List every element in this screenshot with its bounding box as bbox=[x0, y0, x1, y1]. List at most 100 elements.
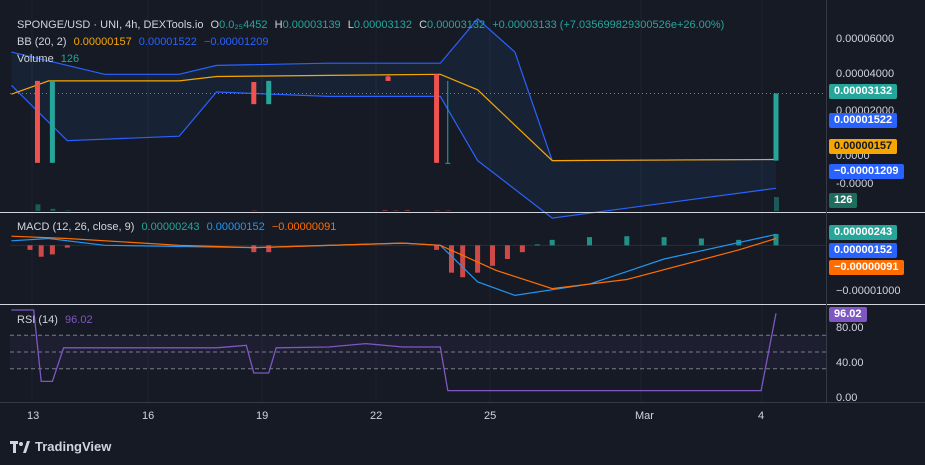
volume-bar bbox=[251, 210, 257, 211]
time-tick-16: 16 bbox=[142, 410, 155, 422]
macd-histogram-bar bbox=[698, 238, 704, 246]
volume-bars bbox=[35, 197, 779, 211]
candle-body bbox=[445, 162, 451, 164]
bb-basis-value: 0.00000157 bbox=[73, 36, 132, 48]
close-price-badge: 0.00003132 bbox=[829, 84, 898, 99]
grid bbox=[31, 0, 763, 402]
volume-bar bbox=[434, 210, 440, 211]
signal-line bbox=[11, 235, 777, 290]
macd-histogram-bar bbox=[519, 245, 525, 253]
bb-basis-line bbox=[11, 73, 777, 162]
candle-body bbox=[773, 93, 779, 161]
rsi-value: 96.02 bbox=[65, 314, 93, 326]
symbol-legend: SPONGE/USD · UNI, 4h, DEXTools.io O0.0₂₅… bbox=[17, 18, 728, 32]
pane-frame bbox=[0, 0, 925, 403]
bollinger-bands bbox=[10, 18, 826, 219]
macd-value: 0.00000243 bbox=[141, 221, 200, 233]
time-tick-25: 25 bbox=[484, 410, 497, 422]
macd-histogram-bar bbox=[534, 244, 540, 246]
macd-histogram-bar bbox=[38, 245, 44, 257]
volume-legend[interactable]: Volume 126 bbox=[17, 52, 83, 66]
ohlc-low: L0.00003132 bbox=[348, 19, 412, 31]
rsi-badge: 96.02 bbox=[829, 307, 867, 322]
volume-bar bbox=[393, 210, 399, 211]
macd-histogram-bar bbox=[251, 245, 257, 253]
macd-histogram-bar bbox=[624, 236, 630, 246]
macd-histogram-bar bbox=[27, 245, 33, 250]
bb-legend[interactable]: BB (20, 2) 0.00000157 0.00001522 −0.0000… bbox=[17, 35, 273, 49]
time-tick-mar: Mar bbox=[635, 410, 654, 422]
macd-badge: 0.00000243 bbox=[829, 225, 898, 240]
ohlc-open: O0.0₂₅4452 bbox=[211, 19, 268, 31]
bb-upper-badge: 0.00001522 bbox=[829, 113, 898, 128]
price-tick-60: 0.00006000 bbox=[836, 33, 895, 45]
tradingview-icon bbox=[10, 440, 30, 453]
volume-bar bbox=[445, 210, 451, 211]
high-label: H bbox=[274, 19, 283, 31]
macd-histogram-bar bbox=[587, 237, 592, 246]
ohlc-close: C0.00003132 bbox=[419, 19, 485, 31]
low-label: L bbox=[347, 19, 354, 31]
candle-body bbox=[266, 80, 272, 105]
candle-body bbox=[251, 82, 257, 105]
candle-body bbox=[434, 74, 440, 163]
rsi-tick-0: 0.00 bbox=[836, 392, 858, 404]
volume-value: 126 bbox=[60, 53, 80, 65]
candle-body bbox=[34, 80, 40, 163]
close-value: 0.00003132 bbox=[427, 19, 486, 31]
candle-body bbox=[49, 80, 55, 163]
signal-badge: 0.00000152 bbox=[829, 243, 898, 258]
high-value: 0.00003139 bbox=[282, 19, 341, 31]
rsi-line bbox=[11, 309, 777, 392]
volume-bar bbox=[774, 197, 779, 211]
macd-histogram-bar bbox=[49, 245, 55, 255]
bb-upper-value: 0.00001522 bbox=[138, 36, 197, 48]
macd-histogram-bar bbox=[434, 245, 440, 250]
macd-histogram-bar bbox=[460, 245, 466, 278]
volume-bar bbox=[382, 209, 388, 211]
time-tick-13: 13 bbox=[27, 410, 40, 422]
rsi-legend[interactable]: RSI (14) 96.02 bbox=[17, 313, 97, 327]
bb-fill bbox=[11, 18, 776, 219]
macd-histogram-bar bbox=[773, 233, 779, 246]
candle-body bbox=[385, 76, 391, 81]
rsi-tick-80: 80.00 bbox=[836, 322, 864, 334]
macd-tick: −0.00001000 bbox=[836, 285, 901, 297]
open-value: 0.0₂₅4452 bbox=[219, 19, 268, 31]
macd-legend[interactable]: MACD (12, 26, close, 9) 0.00000243 0.000… bbox=[17, 220, 340, 234]
macd-label: MACD (12, 26, close, 9) bbox=[17, 221, 135, 233]
low-value: 0.00003132 bbox=[353, 19, 412, 31]
volume-bar bbox=[404, 209, 410, 211]
bb-lower-line bbox=[10, 84, 777, 219]
bb-lower-value: −0.00001209 bbox=[203, 36, 269, 48]
bb-label: BB (20, 2) bbox=[17, 36, 67, 48]
macd-histogram-bar bbox=[64, 245, 70, 248]
bb-basis-badge: 0.00000157 bbox=[829, 139, 898, 154]
macd-histogram-bar bbox=[266, 245, 272, 253]
macd-histogram-bar bbox=[475, 245, 481, 273]
macd-histogram-bar bbox=[661, 237, 667, 246]
rsi-pane bbox=[10, 309, 826, 392]
volume-label: Volume bbox=[17, 53, 54, 65]
tradingview-label: TradingView bbox=[35, 439, 112, 454]
time-tick-4: 4 bbox=[758, 410, 765, 422]
macd-histogram-bar bbox=[504, 245, 510, 259]
rsi-tick-40: 40.00 bbox=[836, 357, 864, 369]
signal-value: 0.00000152 bbox=[206, 221, 265, 233]
price-tick-neg: -0.0000 bbox=[836, 178, 874, 190]
open-label: O bbox=[210, 19, 220, 31]
volume-bar bbox=[50, 208, 56, 211]
rsi-label: RSI (14) bbox=[17, 314, 58, 326]
volume-badge: 126 bbox=[829, 193, 858, 208]
volume-bar bbox=[65, 210, 71, 211]
bb-lower-badge: −0.00001209 bbox=[829, 164, 904, 179]
bb-upper-line bbox=[11, 18, 777, 162]
time-tick-19: 19 bbox=[256, 410, 269, 422]
candles bbox=[34, 74, 779, 164]
macd-histogram-bar bbox=[448, 245, 454, 273]
tradingview-logo[interactable]: TradingView bbox=[10, 439, 111, 454]
close-label: C bbox=[419, 19, 428, 31]
hist-value: −0.00000091 bbox=[271, 221, 337, 233]
